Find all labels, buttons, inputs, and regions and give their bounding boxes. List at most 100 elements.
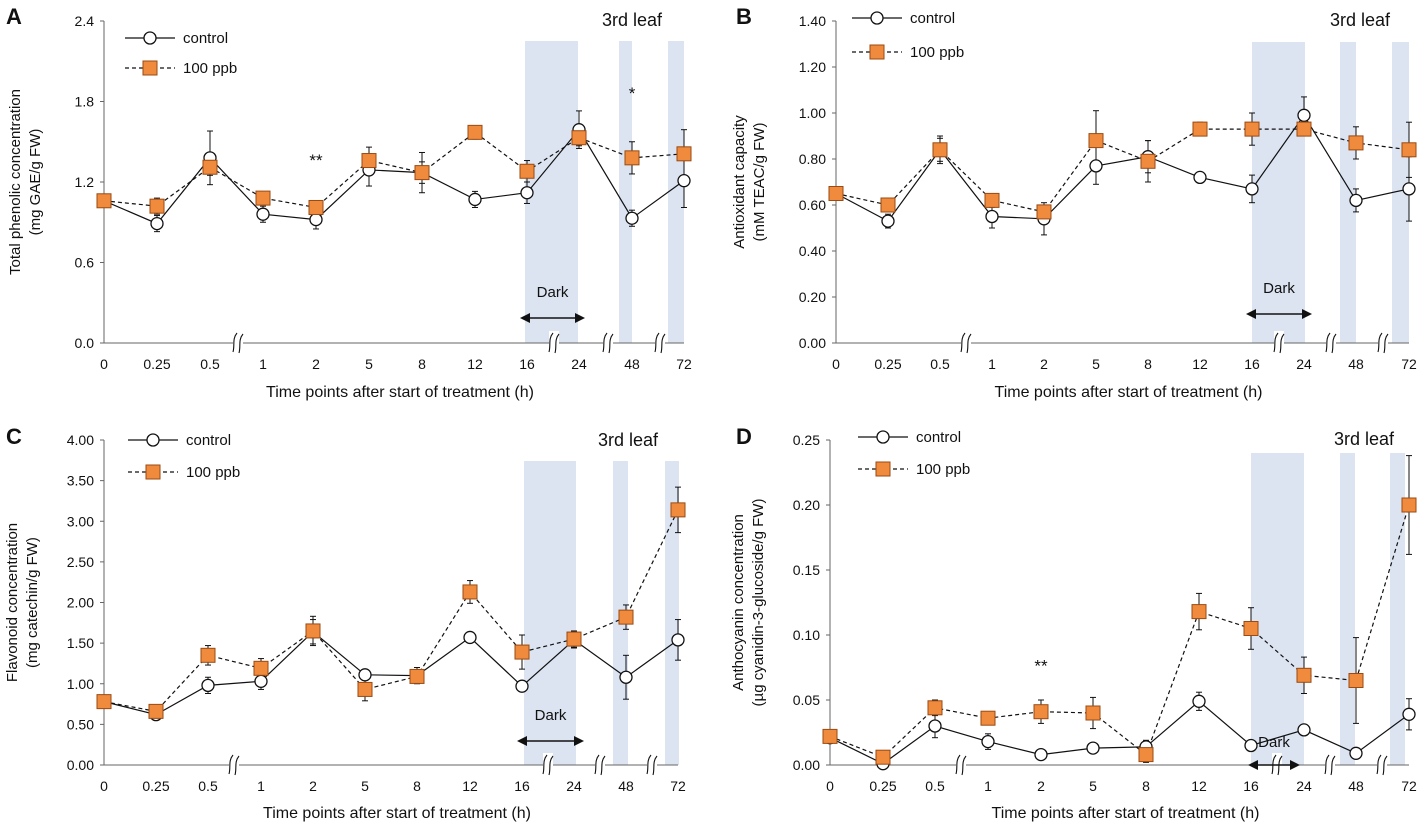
control-point <box>309 212 323 227</box>
axis-break-mark <box>955 753 967 777</box>
axis-break-mark <box>1377 331 1389 355</box>
legend-marker-control <box>143 31 157 45</box>
treatment-point <box>571 130 587 146</box>
x-tick-label: 8 <box>1142 778 1150 794</box>
axis-break-mark <box>646 753 658 777</box>
x-tick-label: 12 <box>467 356 483 372</box>
y-tick-label: 1.50 <box>67 635 94 651</box>
dark-period-arrow <box>1248 760 1300 770</box>
axis-break-mark <box>548 331 560 355</box>
control-point <box>1245 182 1259 196</box>
x-tick-label: 5 <box>365 356 373 372</box>
y-tick-label: 0.20 <box>793 497 820 513</box>
axis-break-mark <box>542 753 554 777</box>
x-tick-label: 72 <box>1401 356 1417 372</box>
treatment-point <box>96 193 112 209</box>
y-tick-label: 0.60 <box>799 197 826 213</box>
x-tick-label: 48 <box>618 778 634 794</box>
significance-label: ** <box>309 151 323 170</box>
leaf-label: 3rd leaf <box>602 10 663 30</box>
control-line <box>103 128 685 225</box>
dark-period-shade <box>619 41 632 343</box>
y-axis-title-line1: Total phenolic concentration <box>7 89 24 275</box>
axes <box>100 20 684 344</box>
treatment-point <box>308 199 324 215</box>
treatment-point <box>1088 133 1104 149</box>
y-tick-label: 3.50 <box>67 473 94 489</box>
legend: control 100 ppb <box>128 432 240 481</box>
x-tick-label: 48 <box>1348 778 1364 794</box>
x-tick-labels: 0 0.25 0.5 1 2 5 8 12 16 24 48 72 <box>826 778 1417 794</box>
x-tick-label: 8 <box>418 356 426 372</box>
treatment-point <box>1348 135 1364 151</box>
dark-shade-group <box>1252 42 1409 343</box>
treatment-point <box>624 150 640 166</box>
panel-letter-c: C <box>6 424 22 449</box>
x-tick-label: 48 <box>624 356 640 372</box>
y-tick-labels: 0.00 0.05 0.10 0.15 0.20 0.25 <box>793 432 820 773</box>
treatment-point <box>1192 121 1208 137</box>
control-point <box>1402 707 1416 721</box>
treatment-line <box>103 509 679 713</box>
control-point <box>619 670 633 684</box>
treatment-point <box>253 660 269 676</box>
y-axis-title-line2: (mM TEAC/g FW) <box>751 123 768 242</box>
treatment-point <box>514 644 530 660</box>
legend-100ppb: 100 ppb <box>183 60 237 77</box>
treatment-point <box>1033 704 1049 720</box>
axis-break-mark <box>1376 753 1388 777</box>
dark-period-annotation: Dark <box>1246 280 1312 319</box>
axis-break-mark <box>654 331 666 355</box>
y-tick-label: 0.40 <box>799 243 826 259</box>
significance-label: ** <box>1034 656 1048 675</box>
y-tick-labels: 0.00 0.50 1.00 1.50 2.00 2.50 3.00 3.50 4.00 <box>67 432 94 773</box>
control-point <box>1034 747 1048 762</box>
y-axis-title-line1: Anthocyanin concentration <box>730 514 747 691</box>
legend-control: control <box>186 432 231 449</box>
treatment-point <box>1296 667 1312 683</box>
treatment-line <box>829 504 1410 758</box>
axes <box>100 439 678 766</box>
x-tick-label: 72 <box>1401 778 1417 794</box>
x-tick-labels: 0 0.25 0.5 1 2 5 8 12 16 24 48 72 <box>832 356 1417 372</box>
x-tick-label: 1 <box>259 356 267 372</box>
control-point <box>1089 159 1103 173</box>
control-point <box>1192 694 1206 708</box>
axis-break-mark <box>228 753 240 777</box>
treatment-point <box>462 584 478 600</box>
legend: control 100 ppb <box>125 30 237 77</box>
x-tick-label: 2 <box>1037 778 1045 794</box>
panel-letter-d: D <box>736 424 752 449</box>
legend-marker-control <box>876 430 890 444</box>
axis-break-mark <box>594 753 606 777</box>
x-tick-label: 8 <box>1144 356 1152 372</box>
legend-control: control <box>183 30 228 47</box>
treatment-point <box>1036 204 1052 220</box>
treatment-point <box>255 190 271 206</box>
control-point <box>1193 170 1207 185</box>
axes <box>826 439 1409 766</box>
control-point <box>358 668 372 682</box>
significance-marks: ** <box>1034 656 1048 675</box>
legend-marker-100ppb <box>142 60 158 76</box>
axes <box>832 20 1409 344</box>
x-tick-label: 0 <box>826 778 834 794</box>
y-tick-label: 1.00 <box>67 676 94 692</box>
x-axis-title: Time points after start of treatment (h) <box>995 384 1263 401</box>
x-tick-label: 16 <box>1244 356 1260 372</box>
leaf-label: 3rd leaf <box>1330 10 1391 30</box>
x-tick-labels: 0 0.25 0.5 1 2 5 8 12 16 24 48 72 <box>100 778 686 794</box>
treatment-point <box>880 197 896 213</box>
control-point <box>985 209 999 224</box>
treatment-point <box>566 631 582 647</box>
treatment-point <box>932 142 948 158</box>
y-axis-title-line1: Antioxidant capacity <box>731 115 748 249</box>
significance-marks: *** <box>309 84 635 170</box>
legend-100ppb: 100 ppb <box>186 464 240 481</box>
control-point <box>201 678 215 693</box>
dark-period-annotation: Dark <box>1248 734 1300 770</box>
x-tick-label: 24 <box>1296 778 1312 794</box>
x-tick-label: 5 <box>361 778 369 794</box>
treatment-point <box>1138 747 1154 763</box>
dark-period-shade <box>1392 42 1409 343</box>
